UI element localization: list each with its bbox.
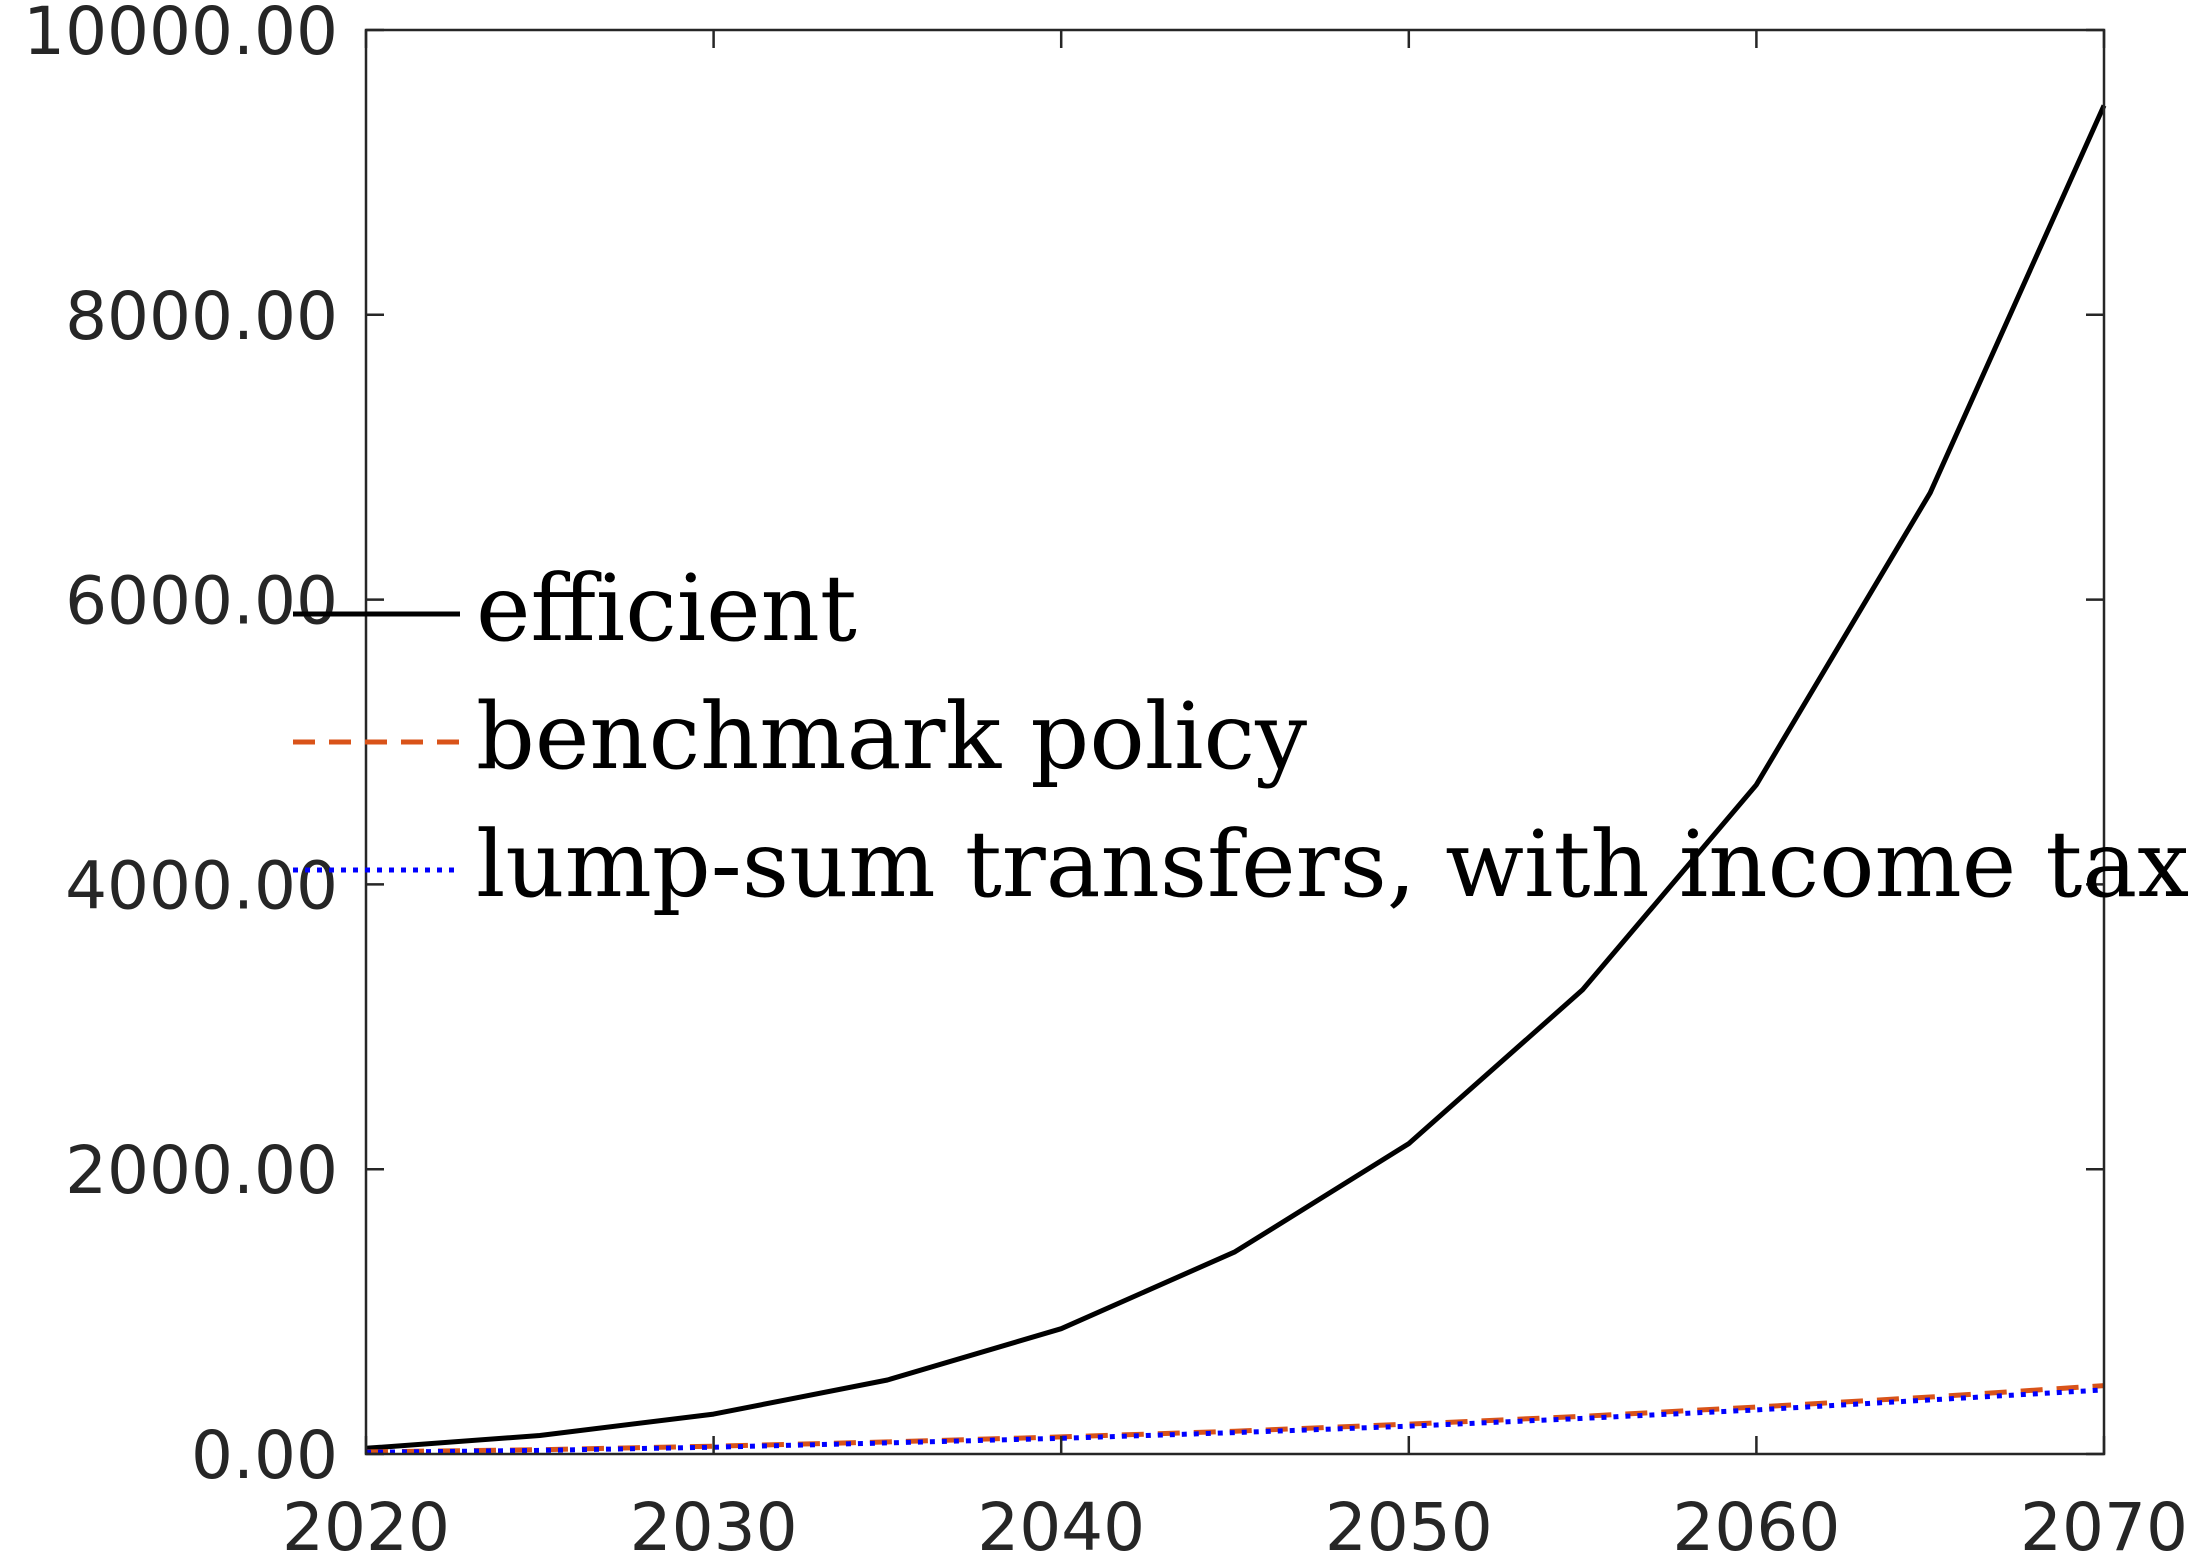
x-tick-label: 2050 [1325, 1489, 1493, 1554]
data-point [1756, 1409, 1757, 1410]
series-line-2 [365, 1387, 2105, 1455]
data-point [887, 1442, 888, 1443]
y-tick-label: 6000.00 [65, 563, 338, 640]
y-tick-label: 4000.00 [65, 847, 338, 924]
data-point [1930, 1397, 1931, 1398]
axes: 2020 2030 2040 2050 2060 2070 0.00 2000.00 4000.… [23, 0, 2188, 1554]
data-point [1930, 492, 1931, 493]
x-tick-label: 2040 [977, 1489, 1145, 1554]
data-point [1235, 1432, 1236, 1433]
data-point [539, 1435, 540, 1436]
y-tick-label: 8000.00 [65, 278, 338, 355]
legend-label-2: lump-sum transfers, with income tax [476, 811, 2189, 918]
y-tick-label: 0.00 [191, 1417, 338, 1494]
series-line-0 [365, 104, 2107, 1451]
legend: efficient benchmark policy lump-sum transf… [293, 555, 2189, 918]
data-point [887, 1379, 888, 1380]
plot-area [365, 104, 2107, 1455]
data-point [1582, 1418, 1583, 1419]
y-tick-label: 2000.00 [65, 1132, 338, 1209]
data-point [1061, 1328, 1062, 1329]
x-tick-label: 2060 [1672, 1489, 1840, 1554]
data-point [1408, 1143, 1409, 1144]
data-point [713, 1414, 714, 1415]
x-tick-label: 2070 [2020, 1489, 2188, 1554]
legend-label-1: benchmark policy [476, 683, 1307, 790]
legend-label-0: efficient [476, 555, 857, 662]
x-tick-label: 2020 [282, 1489, 450, 1554]
data-point [1235, 1251, 1236, 1252]
data-point [1408, 1424, 1409, 1425]
series-line-1 [365, 1383, 2105, 1455]
data-point [539, 1450, 540, 1451]
y-tick-label: 10000.00 [23, 0, 338, 70]
data-point [1582, 989, 1583, 990]
data-point [1756, 1407, 1757, 1408]
data-point [1756, 784, 1757, 785]
data-point [887, 1441, 888, 1442]
x-tick-label: 2030 [630, 1489, 798, 1554]
data-point [1408, 1426, 1409, 1427]
data-point [1930, 1399, 1931, 1400]
